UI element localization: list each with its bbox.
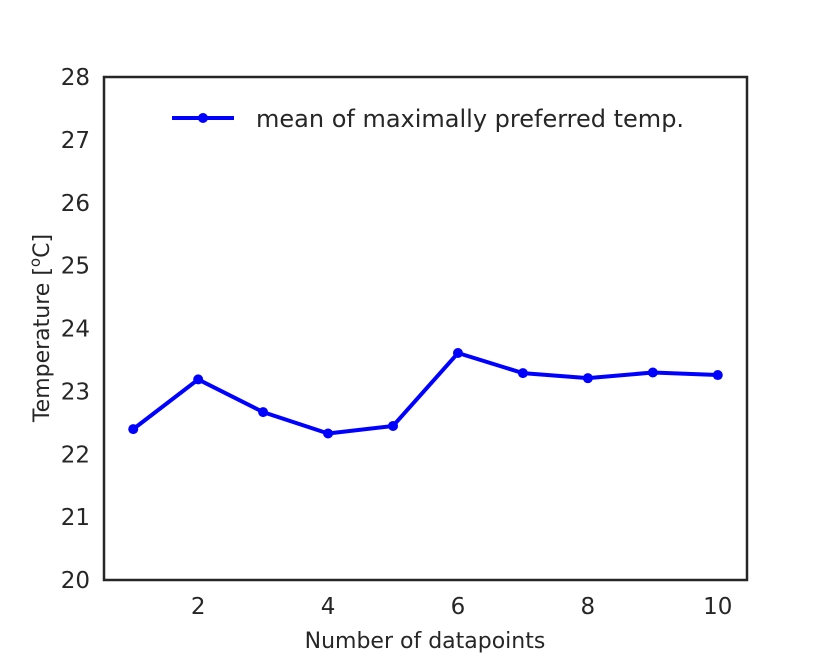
y-tick-label: 23	[61, 379, 90, 405]
y-tick-labels: 20 21 22 23 24 25 26 27 28	[61, 65, 90, 594]
data-point	[582, 373, 593, 384]
y-tick-label: 26	[61, 191, 90, 217]
data-point	[128, 424, 139, 435]
y-tick-label: 20	[61, 568, 90, 594]
y-axis-label: Temperature [oC]	[26, 234, 55, 423]
y-tick-label: 21	[61, 505, 90, 531]
y-tick-label: 28	[61, 65, 90, 91]
y-axis-label-superscript: o	[26, 258, 44, 267]
plot-area	[104, 77, 747, 580]
data-point	[323, 428, 334, 439]
y-tick-label: 27	[61, 128, 90, 154]
x-tick-label: 4	[321, 594, 336, 620]
data-point	[647, 367, 658, 378]
data-point	[388, 420, 399, 431]
data-point	[258, 407, 269, 418]
series-layer	[128, 348, 723, 439]
y-axis-label-unit: C]	[30, 234, 55, 258]
y-tick-label: 24	[61, 317, 90, 343]
data-point	[517, 368, 528, 379]
x-axis-label: Number of datapoints	[305, 629, 546, 654]
y-axis-label-main: Temperature [	[30, 267, 55, 423]
legend-label: mean of maximally preferred temp.	[256, 105, 684, 133]
x-tick-label: 8	[581, 594, 596, 620]
x-tick-labels: 2 4 6 8 10	[191, 594, 733, 620]
data-point	[193, 374, 204, 385]
series-line	[132, 351, 718, 436]
data-point	[452, 348, 463, 359]
legend: mean of maximally preferred temp.	[172, 105, 684, 133]
x-tick-label: 10	[703, 594, 732, 620]
y-tick-label: 22	[61, 442, 90, 468]
legend-marker-swatch	[198, 113, 208, 123]
x-tick-label: 6	[451, 594, 466, 620]
data-point	[712, 370, 723, 381]
plot-frame	[102, 75, 749, 582]
y-tick-label: 25	[61, 254, 90, 280]
x-tick-label: 2	[191, 594, 206, 620]
